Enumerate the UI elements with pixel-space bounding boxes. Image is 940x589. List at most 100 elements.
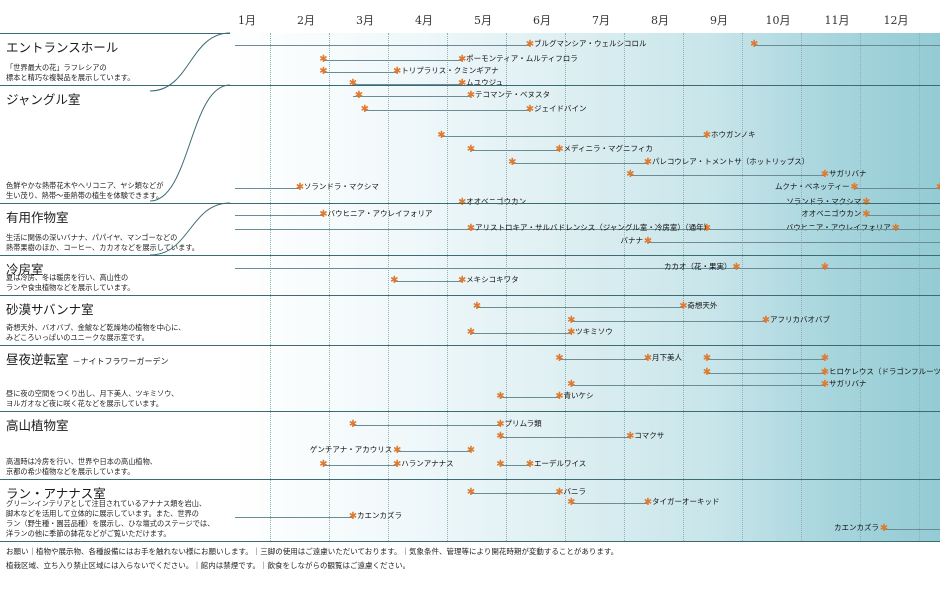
plant-label: ソランドラ・マクシマ (786, 197, 861, 207)
section-entrance: エントランスホール「世界最大の花」ラフレシアの 標本と精巧な複製品を展示していま… (0, 34, 230, 86)
bloom-period-line (324, 72, 398, 73)
bloom-period-line (571, 503, 648, 504)
bloom-period-line (866, 215, 940, 216)
bloom-marker-icon: ✱ (862, 210, 871, 219)
bloom-period-line (884, 529, 940, 530)
bloom-period-line (324, 465, 398, 466)
section-divider (0, 411, 940, 412)
bloom-marker-icon: ✱ (349, 79, 358, 88)
plant-label: ゲンチアナ・アカウリス (310, 445, 392, 455)
plant-label: バウヒニア・アウレイフォリア (786, 223, 891, 233)
month-label: 5月 (474, 12, 492, 28)
bloom-period-line (855, 188, 940, 189)
plant-label: ヒロケレウス（ドラゴンフルーツ） (829, 367, 940, 377)
bloom-period-line (353, 96, 471, 97)
section-desert: 砂漠サバンナ室奇想天外、バオバブ、金鯱など乾燥地の植物を中心に、 みどころいっぱ… (0, 296, 230, 346)
bloom-marker-icon: ✱ (472, 302, 481, 311)
plant-label: タイガーオーキッド (652, 497, 720, 507)
bloom-period-line (471, 333, 571, 334)
section-title: 高山植物室 (6, 415, 69, 434)
bloom-marker-icon: ✱ (850, 183, 859, 192)
bloom-marker-icon: ✱ (732, 263, 741, 272)
plant-label: オオベニゴウカン (466, 197, 526, 207)
bloom-marker-icon: ✱ (703, 368, 712, 377)
plant-label: カカオ（花・果実） (664, 262, 732, 272)
section-divider (0, 345, 940, 346)
bloom-period-line (442, 136, 708, 137)
bloom-period-line (471, 150, 560, 151)
bloom-marker-icon: ✱ (750, 40, 759, 49)
plant-label: パレコウレア・トメントサ（ホットリップス） (652, 157, 809, 167)
section-alpine: 高山植物室高温時は冷房を行い、世界や日本の高山植物、 京都の希少植物などを展示し… (0, 412, 230, 480)
month-gridline (624, 33, 625, 541)
month-gridline (683, 33, 684, 541)
section-divider (0, 203, 940, 204)
bloom-period-line (365, 110, 530, 111)
bloom-period-line (471, 493, 560, 494)
plant-label: ソランドラ・マクシマ (304, 182, 379, 192)
section-night: 昼夜逆転室－ナイトフラワーガーデン昼に夜の空間をつくり出し、月下美人、ツキミソウ… (0, 346, 230, 412)
bloom-marker-icon: ✱ (644, 237, 653, 246)
plant-label: コマクサ (634, 431, 664, 441)
section-description: グリーンインテリアとして注目されているアナナス類を岩山、 脚木などを活用して立体… (6, 499, 221, 539)
bloom-marker-icon: ✱ (821, 354, 830, 363)
plant-label: オオベニゴウカン (801, 209, 861, 219)
section-useful: 有用作物室生活に関係の深いバナナ、パパイヤ、マンゴーなどの 熱帯果樹のほか、コー… (0, 204, 230, 256)
plant-label: バニラ (564, 487, 587, 497)
bloom-period-line (560, 359, 649, 360)
section-title-text: 高山植物室 (6, 418, 69, 433)
month-gridline (270, 33, 271, 541)
bloom-marker-icon: ✱ (467, 446, 476, 455)
section-divider (0, 295, 940, 296)
bloom-period-line (707, 359, 825, 360)
section-description: 生活に関係の深いバナナ、パパイヤ、マンゴーなどの 熱帯果樹のほか、コーヒー、カカ… (6, 233, 221, 253)
section-title: 有用作物室 (6, 207, 69, 226)
bloom-marker-icon: ✱ (496, 432, 505, 441)
section-title: 砂漠サバンナ室 (6, 299, 94, 318)
plant-label: カエンカズラ (834, 523, 879, 533)
section-description: 高温時は冷房を行い、世界や日本の高山植物、 京都の希少植物などを展示しています。 (6, 457, 221, 477)
bloom-period-line (394, 281, 462, 282)
bloom-marker-icon: ✱ (319, 55, 328, 64)
bloom-period-line (235, 268, 940, 269)
bloom-marker-icon: ✱ (626, 170, 635, 179)
plant-label: カエンカズラ (357, 511, 402, 521)
bloom-marker-icon: ✱ (821, 263, 830, 272)
bloom-period-line (754, 45, 940, 46)
plant-label: ハランアナナス (401, 459, 453, 469)
bloom-marker-icon: ✱ (393, 446, 402, 455)
plant-label: メディニラ・マグニフィカ (564, 144, 653, 154)
month-label: 8月 (651, 12, 669, 28)
bloom-marker-icon: ✱ (349, 420, 358, 429)
bloom-period-line (501, 437, 631, 438)
section-title: エントランスホール (6, 37, 118, 56)
plant-label: アフリカバオバブ (770, 315, 830, 325)
plant-label: サガリバナ (829, 169, 867, 179)
month-label: 12月 (884, 12, 909, 28)
bloom-marker-icon: ✱ (555, 354, 564, 363)
bloom-period-line (571, 321, 766, 322)
month-label: 7月 (592, 12, 610, 28)
month-label: 4月 (415, 12, 433, 28)
bloom-marker-icon: ✱ (496, 460, 505, 469)
plant-label: サガリバナ (829, 379, 867, 389)
section-description: 昼に夜の空間をつくり出し、月下美人、ツキミソウ、 ヨルガオなど夜に咲く花などを展… (6, 389, 221, 409)
bloom-period-line (630, 175, 825, 176)
footer-line-2: 植栽区域、立ち入り禁止区域には入らないでください。｜館内は禁煙です。｜飲食をしな… (6, 560, 410, 571)
bloom-marker-icon: ✱ (437, 131, 446, 140)
plant-label: メキシコキワタ (466, 275, 519, 285)
month-label: 1月 (238, 12, 256, 28)
calendar-grid: ✱ブルグマンシア・ウェルシコロル✱✱✱ポーモンティア・ムルティフロラ✱✱トリプラ… (230, 33, 940, 541)
plant-label: アリストロキア・サルバドレンシス（ジャングル室・冷房室）（通年） (475, 223, 711, 233)
plant-label: トリプラリス・クミンギアナ (401, 66, 498, 76)
month-label: 9月 (710, 12, 728, 28)
bloom-marker-icon: ✱ (467, 145, 476, 154)
section-title: ジャングル室 (6, 89, 80, 108)
bloom-marker-icon: ✱ (319, 67, 328, 76)
bloom-marker-icon: ✱ (390, 276, 399, 285)
section-title-text: ジャングル室 (6, 92, 80, 107)
section-title-text: 昼夜逆転室 (6, 352, 69, 367)
month-label: 10月 (766, 12, 791, 28)
bloom-marker-icon: ✱ (467, 328, 476, 337)
